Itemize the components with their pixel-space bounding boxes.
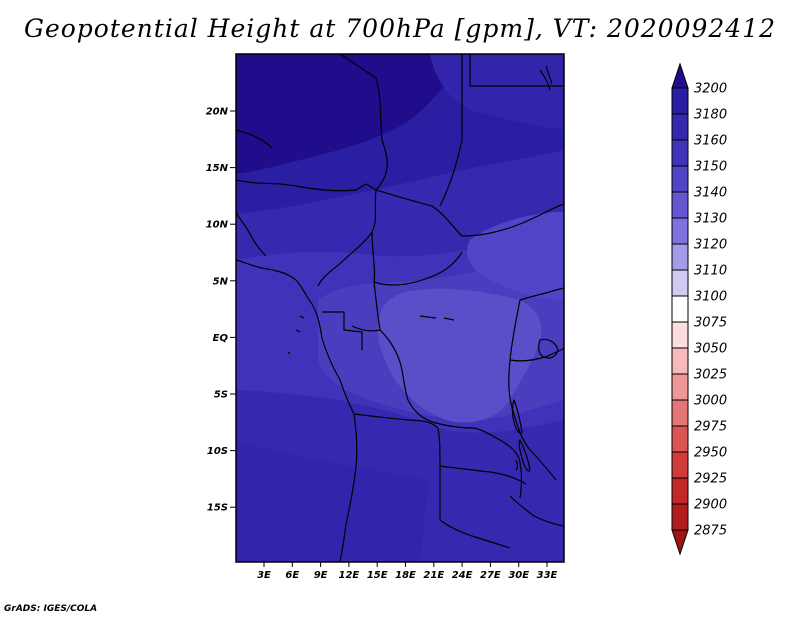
- lon-tick-label: 33E: [537, 570, 558, 581]
- colorbar-swatch: [671, 217, 689, 245]
- border-line: [473, 427, 523, 499]
- colorbar-swatch: [671, 503, 689, 531]
- colorbar-label: 3160: [694, 134, 727, 149]
- colorbar-label: 3130: [694, 212, 727, 227]
- colorbar-swatch: [671, 321, 689, 349]
- island-outline: [287, 315, 305, 355]
- colorbar-bottom-arrow: [671, 529, 689, 556]
- border-line: [439, 54, 463, 207]
- lon-tick-label: 9E: [314, 570, 328, 581]
- lat-tick-label: 5N: [213, 276, 229, 287]
- colorbar-swatch: [671, 87, 689, 115]
- colorbar-label: 3150: [694, 160, 727, 175]
- lat-tick-label: 15S: [207, 503, 228, 514]
- lat-tick-label: 20N: [206, 107, 229, 118]
- border-line: [379, 329, 475, 429]
- latitude-axis: 20N 15N 10N 5N EQ 5S 10S 15S: [206, 107, 236, 514]
- colorbar-swatch: [671, 113, 689, 141]
- border-line: [236, 179, 377, 192]
- colorbar-label: 3075: [694, 316, 727, 331]
- lat-tick-label: EQ: [213, 333, 229, 344]
- contour-fill: [430, 54, 564, 130]
- border-line: [322, 311, 363, 350]
- colorbar-label: 2975: [694, 420, 727, 435]
- lake-outline: [419, 315, 519, 471]
- colorbar-swatch: [671, 295, 689, 323]
- colorbar-label: 3000: [694, 394, 727, 409]
- colorbar-label: 3120: [694, 238, 727, 253]
- border-line: [317, 189, 377, 287]
- border-line: [469, 54, 564, 87]
- colorbar-label: 3050: [694, 342, 727, 357]
- lon-tick-label: 21E: [423, 570, 444, 581]
- country-borders: [236, 54, 564, 562]
- colorbar-label: 3110: [694, 264, 727, 279]
- colorbar-label: 2925: [694, 472, 727, 487]
- lon-tick-label: 24E: [452, 570, 473, 581]
- colorbar-label: 3200: [694, 82, 727, 97]
- border-line: [375, 189, 463, 237]
- colorbar-label: 2875: [694, 524, 727, 539]
- lon-tick-label: 3E: [257, 570, 271, 581]
- border-line: [519, 287, 564, 301]
- border-line: [371, 231, 463, 286]
- colorbar-swatch: [671, 451, 689, 479]
- lake-outline: [538, 338, 559, 359]
- colorbar-label: 3100: [694, 290, 727, 305]
- colorbar-swatch: [671, 165, 689, 193]
- colorbar-swatch: [671, 373, 689, 401]
- border-line: [509, 347, 564, 362]
- coastline: [236, 259, 358, 562]
- lake-outline: [539, 65, 553, 91]
- colorbar: 3200 3180 3160 3150 3140 3130 3120 3110 3100 3075…: [671, 62, 727, 556]
- longitude-axis: 3E 6E 9E 12E 15E 18E 21E 24E 27E 30E 33E: [257, 562, 558, 581]
- border-line: [509, 495, 564, 527]
- map-title: Geopotential Height at 700hPa [gpm], VT:…: [23, 14, 777, 43]
- contour-fill: [466, 212, 564, 300]
- colorbar-swatch: [671, 191, 689, 219]
- lat-tick-label: 10N: [206, 220, 229, 231]
- colorbar-swatch: [671, 425, 689, 453]
- colorbar-swatch: [671, 269, 689, 297]
- lon-tick-label: 12E: [339, 570, 360, 581]
- border-line: [439, 465, 527, 485]
- colorbar-swatch: [671, 477, 689, 505]
- colorbar-swatch: [671, 139, 689, 167]
- colorbar-label: 2900: [694, 498, 727, 513]
- colorbar-swatch: [671, 347, 689, 375]
- colorbar-top-arrow: [671, 62, 689, 89]
- lake-outline: [511, 399, 523, 434]
- coastline: [236, 211, 267, 257]
- border-line: [508, 299, 557, 481]
- colorbar-label: 2950: [694, 446, 727, 461]
- border-line: [461, 203, 564, 237]
- border-line: [236, 129, 273, 149]
- border-line: [339, 54, 388, 191]
- lat-tick-label: 10S: [207, 446, 228, 457]
- colorbar-label: 3025: [694, 368, 727, 383]
- lon-tick-label: 18E: [395, 570, 416, 581]
- colorbar-swatch: [671, 399, 689, 427]
- border-line: [353, 413, 511, 549]
- lat-tick-label: 15N: [206, 163, 229, 174]
- footer-credit: GrADS: IGES/COLA: [4, 604, 98, 614]
- lon-tick-label: 15E: [367, 570, 388, 581]
- colorbar-label: 3180: [694, 108, 727, 123]
- colorbar-label: 3140: [694, 186, 727, 201]
- colorbar-swatch: [671, 243, 689, 271]
- lon-tick-label: 27E: [480, 570, 501, 581]
- lon-tick-label: 30E: [508, 570, 529, 581]
- geopotential-field: [236, 54, 564, 562]
- contour-fill: [236, 54, 470, 174]
- contour-fill: [377, 288, 542, 423]
- lake-outline: [518, 439, 531, 472]
- lat-tick-label: 5S: [214, 390, 228, 401]
- map-frame: [235, 53, 565, 563]
- lon-tick-label: 6E: [285, 570, 299, 581]
